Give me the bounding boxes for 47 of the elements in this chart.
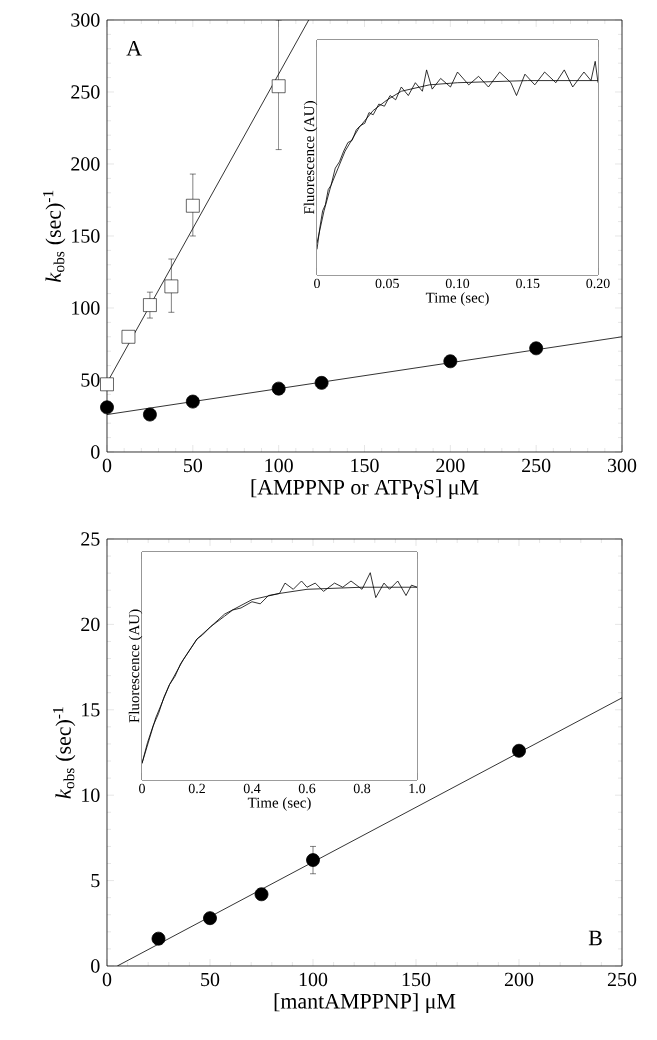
y-axis-title: k$_{obs}$ (sec)$^{-1}$	[43, 190, 66, 282]
y-axis-title: k$_{obs}$ (sec)$^{-1}$	[53, 707, 76, 799]
y-tick-label: 25	[81, 532, 100, 546]
annotation: A	[126, 40, 142, 56]
x-tick-label: 0.10	[445, 278, 470, 289]
x-axis-title: Time (sec)	[247, 797, 311, 811]
x-tick-label: 0.05	[375, 278, 399, 289]
x-tick-label: 0.6	[298, 783, 316, 794]
y-tick-label: 50	[81, 373, 100, 387]
y-tick-label: 300	[71, 13, 100, 27]
x-axis-title: Time (sec)	[425, 292, 489, 306]
x-tick-label: 200	[436, 458, 465, 473]
x-tick-label: 0.15	[516, 278, 540, 289]
y-tick-label: 5	[91, 873, 100, 888]
x-tick-label: 1.0	[409, 783, 426, 794]
y-tick-label: 10	[82, 788, 100, 802]
y-tick-label: 15	[82, 703, 100, 717]
y-tick-label: 200	[71, 157, 100, 171]
y-tick-label: 250	[71, 85, 100, 99]
x-tick-label: 100	[299, 972, 328, 987]
x-tick-label: 0.4	[243, 783, 261, 794]
x-tick-label: 50	[184, 458, 203, 473]
x-tick-label: 300	[608, 458, 637, 473]
x-tick-label: 0	[139, 783, 145, 794]
x-tick-label: 0.2	[188, 783, 205, 794]
y-axis-title: Fluorescence (AU)	[303, 101, 318, 215]
x-tick-label: 0	[102, 458, 112, 473]
x-tick-label: 0.8	[353, 783, 371, 794]
x-tick-label: 150	[402, 972, 431, 987]
y-tick-label: 0	[91, 959, 100, 973]
x-tick-label: 100	[265, 458, 293, 473]
x-tick-label: 0.20	[586, 278, 610, 289]
x-tick-label: 200	[504, 972, 534, 987]
y-tick-label: 100	[72, 301, 100, 315]
y-tick-label: 0	[91, 445, 100, 459]
x-tick-label: 50	[201, 972, 220, 987]
y-axis-title: Fluorescence (AU)	[128, 609, 143, 723]
y-tick-label: 150	[72, 229, 100, 243]
x-tick-label: 250	[522, 458, 551, 473]
x-tick-label: 0	[102, 972, 112, 987]
x-axis-title: [mantAMPPNP] μM	[274, 993, 456, 1014]
y-tick-label: 20	[81, 617, 100, 632]
x-tick-label: 0	[314, 278, 320, 289]
annotation: B	[588, 930, 602, 946]
x-axis-title: [AMPPNP or ATPγS] μM	[251, 479, 479, 500]
x-tick-label: 250	[607, 972, 637, 987]
x-tick-label: 150	[351, 458, 379, 473]
